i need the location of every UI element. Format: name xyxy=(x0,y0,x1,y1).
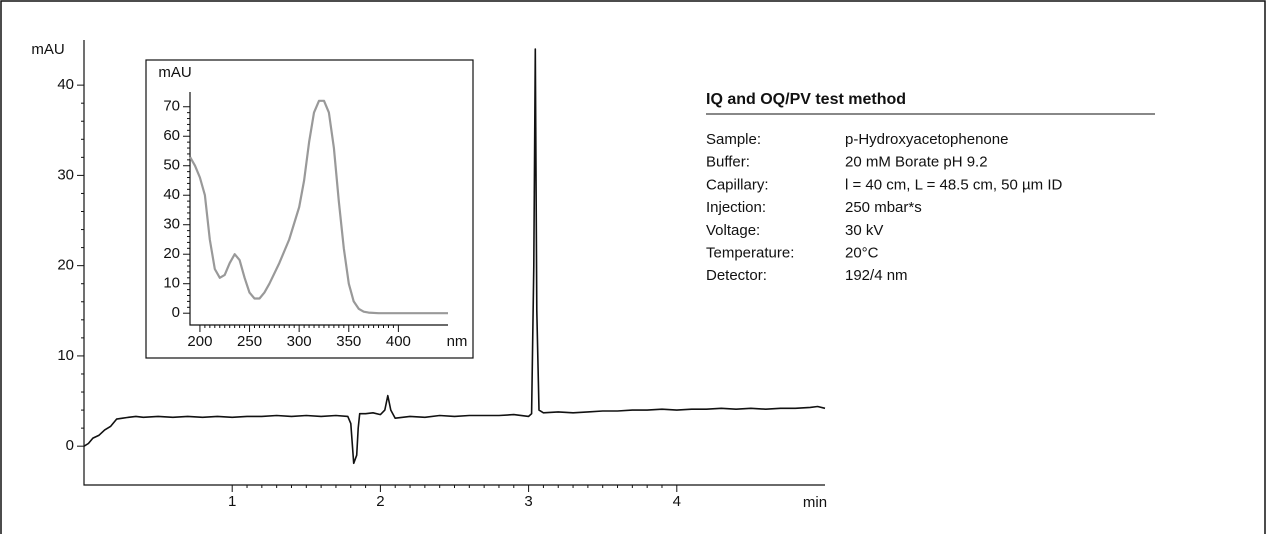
y-tick-label: 30 xyxy=(57,166,74,183)
axes xyxy=(189,92,448,326)
method-value: 192/4 nm xyxy=(845,267,908,284)
y-axis-label: mAU xyxy=(31,41,64,58)
x-tick-label: 250 xyxy=(237,333,262,350)
x-tick-label: 200 xyxy=(187,333,212,350)
method-value: p-Hydroxyacetophenone xyxy=(845,131,1008,148)
x-axis-label: min xyxy=(803,494,827,511)
y-axis-label: mAU xyxy=(158,64,191,81)
y-tick-label: 0 xyxy=(172,304,180,321)
x-tick-label: 400 xyxy=(386,333,411,350)
x-tick-label: 350 xyxy=(336,333,361,350)
method-value: 20°C xyxy=(845,244,879,261)
method-label: Detector: xyxy=(706,267,767,284)
y-tick-label: 10 xyxy=(57,347,74,364)
method-value: 250 mbar*s xyxy=(845,199,922,216)
y-tick-label: 50 xyxy=(163,157,180,174)
method-value: l = 40 cm, L = 48.5 cm, 50 µm ID xyxy=(845,176,1063,193)
y-tick-label: 10 xyxy=(163,275,180,292)
y-tick-label: 70 xyxy=(163,98,180,115)
y-tick-label: 60 xyxy=(163,127,180,144)
method-label: Injection: xyxy=(706,199,766,216)
inset-frame xyxy=(145,59,474,359)
method-label: Temperature: xyxy=(706,244,794,261)
x-tick-label: 2 xyxy=(376,493,384,510)
x-tick-label: 1 xyxy=(228,493,236,510)
x-tick-label: 4 xyxy=(673,493,681,510)
method-value: 30 kV xyxy=(845,222,883,239)
y-tick-label: 20 xyxy=(163,245,180,262)
method-value: 20 mM Borate pH 9.2 xyxy=(845,154,988,171)
y-tick-label: 30 xyxy=(163,216,180,233)
data-line xyxy=(189,99,448,315)
method-label: Capillary: xyxy=(706,176,769,193)
method-title: IQ and OQ/PV test method xyxy=(706,91,906,108)
method-label: Sample: xyxy=(706,131,761,148)
y-tick-label: 0 xyxy=(66,437,74,454)
axes xyxy=(83,40,825,486)
x-axis-label: nm xyxy=(447,333,468,350)
data-line xyxy=(83,48,826,465)
x-tick-label: 300 xyxy=(287,333,312,350)
y-tick-label: 40 xyxy=(163,186,180,203)
y-tick-label: 40 xyxy=(57,76,74,93)
method-label: Voltage: xyxy=(706,222,760,239)
x-tick-label: 3 xyxy=(524,493,532,510)
y-tick-label: 20 xyxy=(57,257,74,274)
method-label: Buffer: xyxy=(706,154,750,171)
